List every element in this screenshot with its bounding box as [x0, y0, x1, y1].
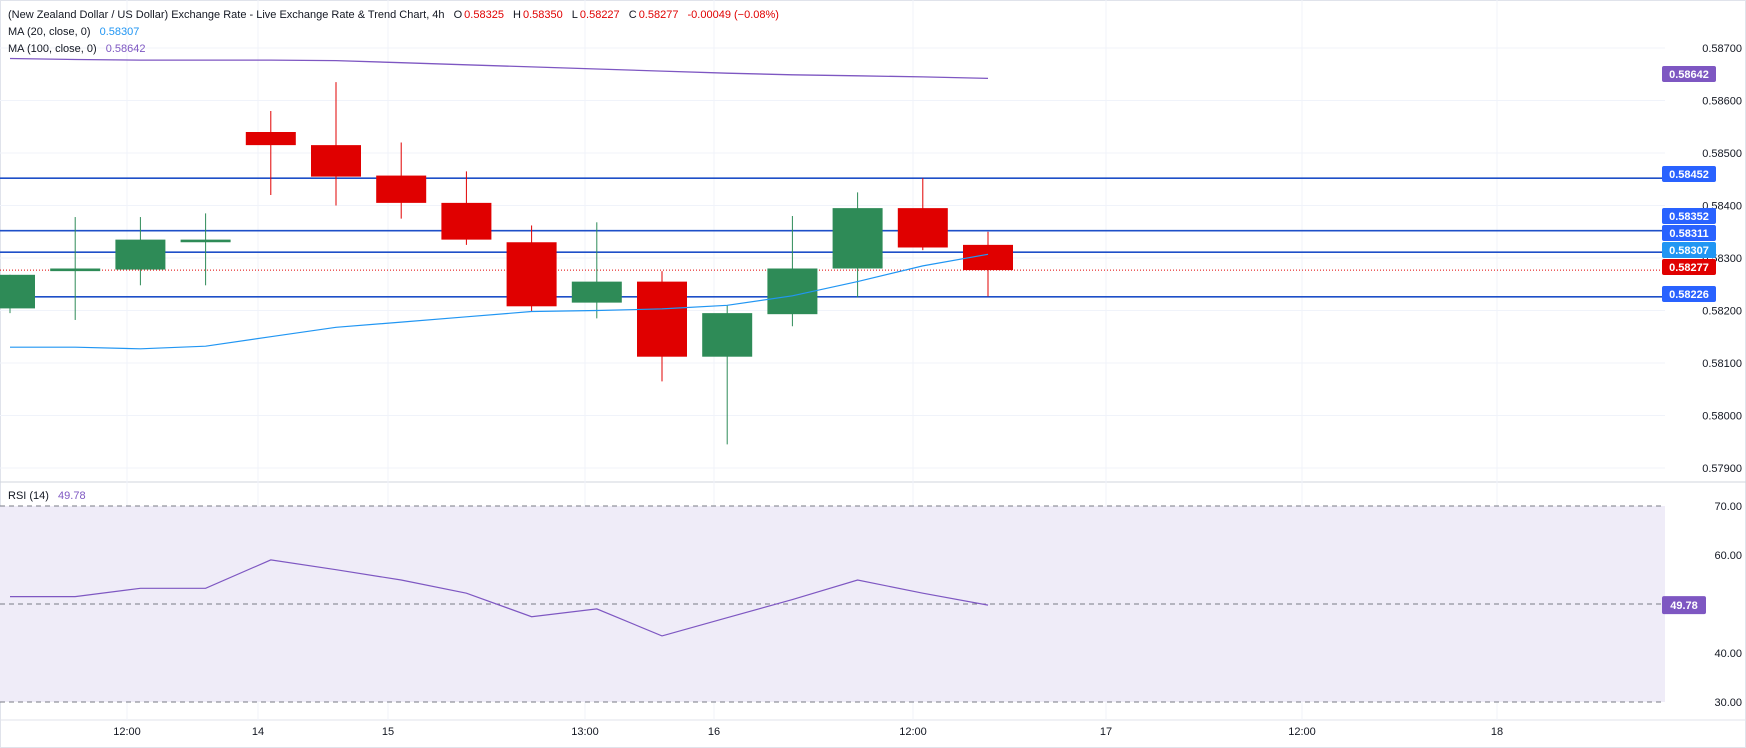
time-tick-label: 16: [708, 726, 720, 738]
open-value: 0.58325: [464, 9, 504, 21]
price-tick-label: 0.58000: [1702, 411, 1742, 423]
candle-body: [767, 268, 818, 315]
time-tick-label: 18: [1491, 726, 1503, 738]
ma100-legend[interactable]: MA (100, close, 0) 0.58642: [8, 43, 147, 55]
close-label: C: [628, 9, 637, 21]
price-tag-bg: [1662, 286, 1716, 302]
horizontal-levels: [0, 177, 1665, 298]
price-tag-label: 0.58277: [1669, 262, 1709, 274]
price-tag-label: 0.58642: [1669, 69, 1709, 81]
price-tags: 0.58642 0.58452 0.58352 0.58311 0.58307 0.582…: [1662, 66, 1716, 615]
price-tag-bg: [1662, 225, 1716, 241]
candle-body: [441, 202, 492, 240]
candle-body: [637, 281, 687, 357]
ma20-legend[interactable]: MA (20, close, 0) 0.58307: [8, 26, 141, 38]
rsi-axis[interactable]: 70.00 60.00 40.00 30.00: [1714, 501, 1742, 709]
candle-body: [571, 281, 622, 303]
price-axis[interactable]: 0.587000.586000.585000.584000.583000.582…: [1702, 43, 1742, 475]
high-value: 0.58350: [522, 9, 563, 21]
time-tick-label: 17: [1100, 726, 1112, 738]
time-axis[interactable]: 12:00 14 15 13:00 16 12:00 17 12:00 18: [113, 726, 1503, 738]
rsi-tick-label: 30.00: [1714, 697, 1742, 709]
rsi-band: [0, 505, 1665, 703]
moving-average-lines: [9, 57, 989, 350]
price-tick-label: 0.57900: [1702, 463, 1742, 475]
chart-title: (New Zealand Dollar / US Dollar) Exchang…: [8, 9, 445, 21]
rsi-label: RSI (14): [8, 490, 49, 502]
rsi-value: 49.78: [58, 490, 86, 502]
rsi-tick-label: 60.00: [1714, 550, 1742, 562]
rsi-legend[interactable]: RSI (14) 49.78: [8, 490, 88, 502]
time-tick-label: 13:00: [571, 726, 599, 738]
candle-body: [702, 313, 753, 357]
price-tag-label: 0.58352: [1669, 211, 1709, 223]
candle-body: [897, 208, 948, 248]
time-tick-label: 12:00: [899, 726, 927, 738]
ma100-line: [9, 57, 989, 80]
ma100-label: MA (100, close, 0): [8, 43, 97, 55]
time-tick-label: 12:00: [113, 726, 141, 738]
candle-body: [0, 274, 35, 309]
candle-body: [180, 239, 231, 243]
ma20-line: [10, 253, 989, 350]
low-label: L: [571, 9, 578, 21]
candle-body: [506, 242, 557, 307]
rsi-tag-bg: [1662, 596, 1706, 615]
price-tick-label: 0.58700: [1702, 43, 1742, 55]
price-tag-bg: [1662, 242, 1716, 258]
price-tick-label: 0.58100: [1702, 358, 1742, 370]
high-label: H: [513, 9, 521, 21]
rsi-tag-label: 49.78: [1670, 600, 1698, 612]
candle-body: [832, 208, 883, 269]
candles: [0, 82, 1013, 445]
change-value: -0.00049 (−0.08%): [687, 9, 779, 21]
time-tick-label: 15: [382, 726, 394, 738]
ma100-value: 0.58642: [105, 43, 146, 55]
price-tag-bg: [1662, 166, 1716, 182]
price-tag-label: 0.58226: [1669, 289, 1709, 301]
rsi-lines: [10, 559, 989, 637]
candle-body: [50, 268, 101, 272]
chart-legend-header: (New Zealand Dollar / US Dollar) Exchang…: [8, 9, 781, 21]
price-tag-label: 0.58307: [1669, 245, 1709, 257]
price-tag-bg: [1662, 66, 1716, 82]
rsi-tick-label: 70.00: [1714, 501, 1742, 513]
candle-body: [115, 239, 166, 270]
price-tag-label: 0.58452: [1669, 169, 1709, 181]
ma20-value: 0.58307: [99, 26, 140, 38]
price-tag-label: 0.58311: [1669, 228, 1708, 240]
candle-body: [311, 145, 361, 177]
close-value: 0.58277: [638, 9, 679, 21]
rsi-line: [10, 559, 989, 637]
candle-body: [376, 175, 427, 203]
price-tick-label: 0.58500: [1702, 148, 1742, 160]
price-tick-label: 0.58200: [1702, 306, 1742, 318]
time-tick-label: 12:00: [1288, 726, 1316, 738]
rsi-tick-label: 40.00: [1714, 648, 1742, 660]
low-value: 0.58227: [579, 9, 620, 21]
ma20-label: MA (20, close, 0): [8, 26, 91, 38]
price-tag-bg: [1662, 259, 1716, 275]
time-tick-label: 14: [252, 726, 264, 738]
price-tick-label: 0.58600: [1702, 96, 1742, 108]
price-tag-bg: [1662, 208, 1716, 224]
open-label: O: [453, 9, 463, 21]
candle-body: [245, 132, 296, 146]
